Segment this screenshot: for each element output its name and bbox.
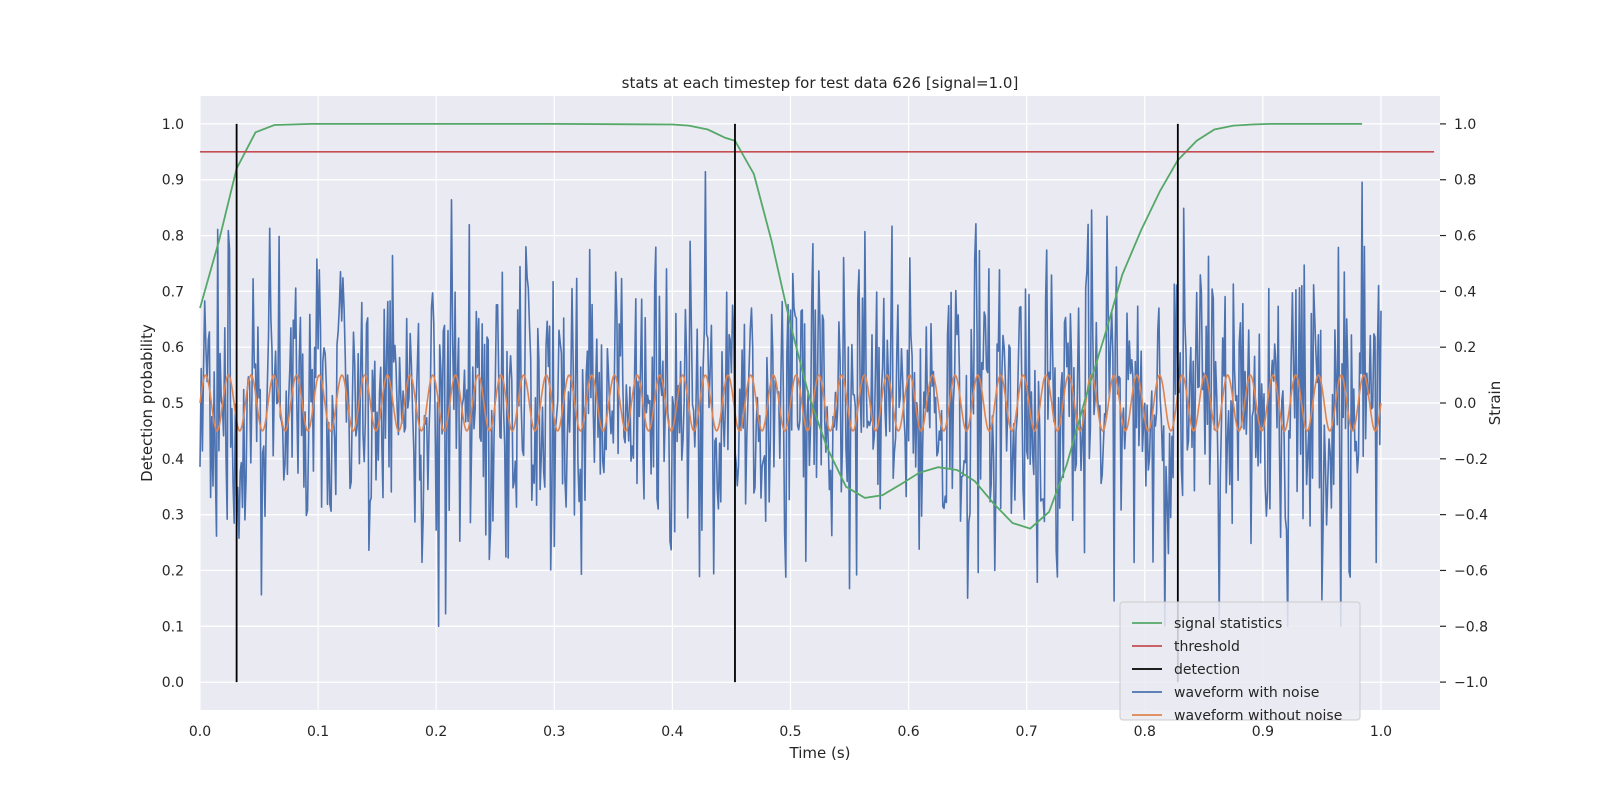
legend-label: waveform without noise	[1174, 708, 1342, 724]
series-waveform-without-noise	[199, 374, 1382, 432]
y2-axis-ticks: −1.0 −0.8 −0.6 −0.4 −0.2 0.0 0.2 0.4 0.6 0.8 1.0	[1440, 117, 1488, 691]
legend-label: threshold	[1174, 639, 1240, 655]
x-tick-label: 1.0	[1370, 724, 1392, 740]
y2-tick-label: −0.4	[1454, 508, 1488, 524]
signal-statistics-line	[199, 123, 1363, 530]
y-tick-label: 0.1	[162, 619, 184, 635]
x-tick-label: 0.4	[661, 724, 683, 740]
y-tick-label: 0.4	[162, 452, 184, 468]
x-tick-label: 0.1	[307, 724, 329, 740]
y2-tick-label: −0.6	[1454, 563, 1488, 579]
x-tick-label: 0.8	[1134, 724, 1156, 740]
y2-tick-label: −1.0	[1454, 675, 1488, 691]
y2-tick-label: 0.8	[1454, 173, 1476, 189]
x-axis-label: Time (s)	[789, 744, 851, 762]
legend-label: detection	[1174, 662, 1240, 678]
y2-tick-label: 0.2	[1454, 340, 1476, 356]
y2-tick-label: 1.0	[1454, 117, 1476, 133]
legend-label: waveform with noise	[1174, 685, 1319, 701]
y2-tick-label: −0.8	[1454, 619, 1488, 635]
y2-axis-label: Strain	[1486, 381, 1504, 425]
x-tick-label: 0.2	[425, 724, 447, 740]
series-detections	[235, 123, 1179, 683]
chart-title: stats at each timestep for test data 626…	[622, 74, 1019, 92]
y-tick-label: 0.0	[162, 675, 184, 691]
x-tick-label: 0.6	[897, 724, 919, 740]
x-axis-ticks: 0.0 0.1 0.2 0.3 0.4 0.5 0.6 0.7 0.8 0.9 1.0	[189, 724, 1392, 740]
waveform-without-noise-line	[199, 374, 1382, 432]
legend-label: signal statistics	[1174, 616, 1282, 632]
x-tick-label: 0.7	[1016, 724, 1038, 740]
y-tick-label: 0.5	[162, 396, 184, 412]
y-tick-label: 0.6	[162, 340, 184, 356]
x-tick-label: 0.5	[779, 724, 801, 740]
y2-tick-label: 0.4	[1454, 284, 1476, 300]
x-tick-label: 0.0	[189, 724, 211, 740]
series-signal-statistics	[199, 123, 1363, 530]
y-tick-label: 0.9	[162, 173, 184, 189]
y2-tick-label: 0.0	[1454, 396, 1476, 412]
legend: signal statistics threshold detection wavef…	[1119, 601, 1361, 724]
y-tick-label: 1.0	[162, 117, 184, 133]
x-tick-label: 0.3	[543, 724, 565, 740]
y-tick-label: 0.2	[162, 563, 184, 579]
legend-box	[1119, 601, 1361, 721]
x-tick-label: 0.9	[1252, 724, 1274, 740]
waveform-with-noise-line	[199, 170, 1382, 628]
y2-tick-label: −0.2	[1454, 452, 1488, 468]
y-axis-ticks: 0.0 0.1 0.2 0.3 0.4 0.5 0.6 0.7 0.8 0.9 1.0	[162, 117, 184, 691]
y-tick-label: 0.7	[162, 284, 184, 300]
y-tick-label: 0.8	[162, 229, 184, 245]
y-axis-label: Detection probability	[138, 324, 156, 482]
y2-tick-label: 0.6	[1454, 229, 1476, 245]
y-tick-label: 0.3	[162, 508, 184, 524]
series-waveform-with-noise	[199, 170, 1382, 628]
